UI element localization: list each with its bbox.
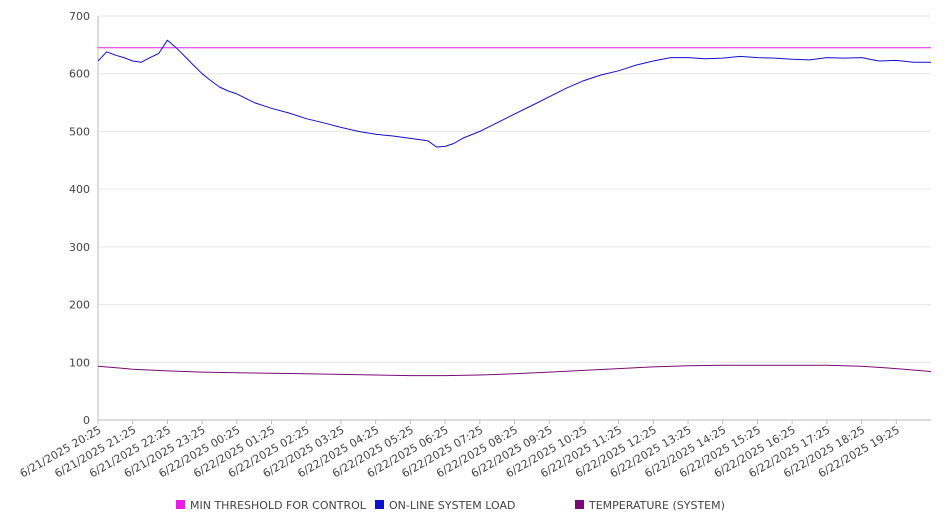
legend-swatch bbox=[575, 500, 584, 509]
y-tick-label: 0 bbox=[83, 414, 90, 427]
grid bbox=[98, 15, 931, 421]
legend-label: TEMPERATURE (SYSTEM) bbox=[588, 499, 725, 512]
legend: MIN THRESHOLD FOR CONTROL ON-LINE SYSTEM … bbox=[176, 499, 725, 512]
series-line bbox=[97, 364, 932, 377]
legend-label: ON-LINE SYSTEM LOAD bbox=[389, 499, 515, 512]
series-line bbox=[97, 39, 931, 148]
y-tick-label: 700 bbox=[69, 10, 90, 23]
y-tick-label: 500 bbox=[69, 125, 90, 138]
y-tick-label: 300 bbox=[69, 241, 90, 254]
y-tick-label: 400 bbox=[69, 183, 90, 196]
y-tick-label: 100 bbox=[69, 356, 90, 369]
series bbox=[97, 39, 932, 377]
legend-label: MIN THRESHOLD FOR CONTROL bbox=[190, 499, 367, 512]
y-tick-label: 600 bbox=[69, 68, 90, 81]
y-tick-label: 200 bbox=[69, 299, 90, 312]
legend-swatch bbox=[375, 500, 384, 509]
legend-swatch bbox=[176, 500, 185, 509]
